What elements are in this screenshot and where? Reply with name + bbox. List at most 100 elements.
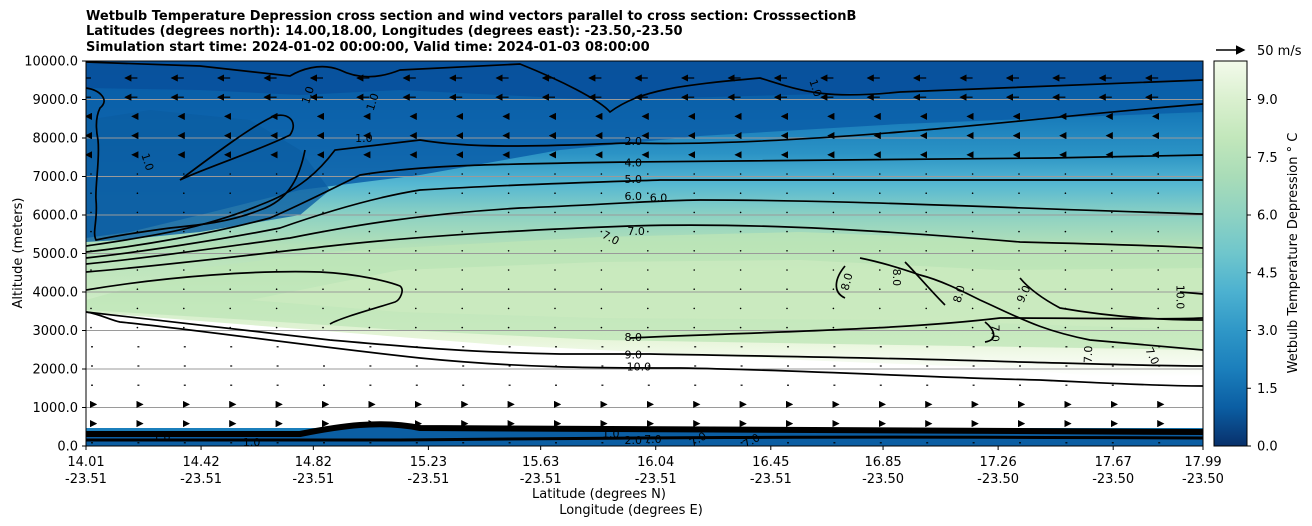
wind-vector	[136, 326, 139, 329]
wind-vector	[647, 230, 649, 233]
wind-vector	[461, 269, 464, 271]
wind-vector	[925, 211, 927, 214]
wind-vector	[1064, 250, 1067, 252]
wind-vector	[368, 192, 371, 194]
y-tick-label: 2000.0	[33, 363, 79, 378]
wind-vector	[739, 250, 742, 252]
wind-vector	[971, 326, 974, 329]
wind-vector	[229, 211, 231, 214]
wind-vector	[183, 173, 185, 175]
wind-vector	[322, 288, 324, 291]
wind-vector	[1064, 269, 1067, 271]
y-tick-label: 8000.0	[33, 132, 79, 147]
wind-vector	[507, 192, 510, 194]
contour-line-8c	[835, 265, 846, 299]
x-tick-label-lon: -23.50	[862, 472, 904, 487]
wind-vector	[600, 288, 603, 291]
contour-line-1-upper	[86, 87, 306, 241]
contour-label: 9.0	[625, 348, 643, 361]
wind-vector	[693, 269, 695, 271]
contour-line-7	[86, 224, 1203, 273]
wind-vector	[136, 211, 139, 214]
contour-line-4	[86, 154, 1203, 253]
chart-title-line-3: Simulation start time: 2024-01-02 00:00:…	[86, 40, 650, 55]
x-axis-label-lon: Longitude (degrees E)	[559, 503, 703, 518]
wind-vector	[183, 288, 185, 291]
wind-vector	[461, 173, 464, 175]
wind-vector	[1157, 192, 1159, 194]
wind-vector	[554, 307, 556, 310]
wind-vector	[832, 326, 835, 329]
wind-vector	[1111, 307, 1113, 310]
wind-vector	[322, 269, 324, 271]
wind-vector	[275, 326, 278, 329]
wind-vector	[136, 173, 139, 175]
wind-vector	[971, 269, 974, 271]
wind-vector	[739, 192, 742, 194]
wind-vector	[90, 230, 92, 233]
wind-vector	[1018, 288, 1020, 291]
wind-vector	[971, 173, 974, 175]
wind-vector	[1064, 192, 1067, 194]
wind-vector	[925, 269, 927, 271]
y-tick-label: 3000.0	[33, 324, 79, 339]
wind-vector	[1018, 192, 1020, 194]
wind-vector	[925, 173, 927, 175]
x-tick-label-lat: 14.42	[182, 455, 219, 470]
wind-vector	[1064, 288, 1067, 291]
wind-vector	[600, 230, 603, 233]
wind-vector	[786, 269, 788, 271]
wind-vector	[786, 288, 788, 291]
wind-vector	[786, 250, 788, 252]
wind-vector	[183, 230, 185, 233]
x-tick-label-lat: 17.67	[1095, 455, 1132, 470]
wind-vector	[971, 250, 974, 252]
wind-vector	[879, 192, 881, 194]
wind-vector	[461, 192, 464, 194]
wind-vector	[1111, 326, 1113, 329]
wind-vector	[183, 250, 185, 252]
wind-vector	[832, 288, 835, 291]
wind-vector	[1018, 250, 1020, 252]
contour-label: 2.0	[625, 135, 643, 148]
contour-line-9b	[1019, 277, 1203, 321]
contour-label: 8.0	[890, 269, 903, 287]
contour-label: 7.0	[627, 225, 645, 238]
wind-vector	[229, 250, 231, 252]
wind-vector	[925, 250, 927, 252]
wind-vector	[229, 173, 231, 175]
wind-vector	[461, 288, 464, 291]
y-axis: 0.0 1000.0 2000.0 3000.0 4000.0 5000.0 6000.0 7…	[24, 55, 86, 455]
x-tick-label-lon: -23.51	[520, 472, 562, 487]
x-tick-label-lon: -23.51	[180, 472, 222, 487]
wind-vector	[971, 307, 974, 310]
wind-vector	[1157, 307, 1159, 310]
wind-vector	[368, 230, 371, 233]
wind-vector	[415, 192, 417, 194]
wind-vector	[275, 288, 278, 291]
wind-vector	[507, 288, 510, 291]
x-tick-label-lon: -23.51	[65, 472, 107, 487]
x-tick-label-lon: -23.50	[977, 472, 1019, 487]
contour-label: 1.0	[153, 431, 171, 444]
wind-vector	[739, 288, 742, 291]
wind-vector	[647, 288, 649, 291]
wind-vector	[693, 192, 695, 194]
wind-vector	[647, 269, 649, 271]
wind-vector	[1111, 288, 1113, 291]
colorbar-tick-label: 0.0	[1257, 440, 1278, 455]
wind-vector	[415, 230, 417, 233]
contour-label: 1.0	[243, 436, 261, 449]
wind-vector	[739, 230, 742, 233]
wind-vector	[275, 230, 278, 233]
wind-vector	[183, 192, 185, 194]
wind-vector	[275, 307, 278, 310]
wind-vector	[739, 269, 742, 271]
colorbar-tick-label: 9.0	[1257, 93, 1278, 108]
wind-vector	[1111, 269, 1113, 271]
colorbar-label: Wetbulb Temperature Depression ° C	[1286, 133, 1301, 374]
chart-title-line-1: Wetbulb Temperature Depression cross sec…	[86, 9, 857, 24]
wind-vector	[322, 307, 324, 310]
contour-label: 2.0	[625, 434, 643, 447]
